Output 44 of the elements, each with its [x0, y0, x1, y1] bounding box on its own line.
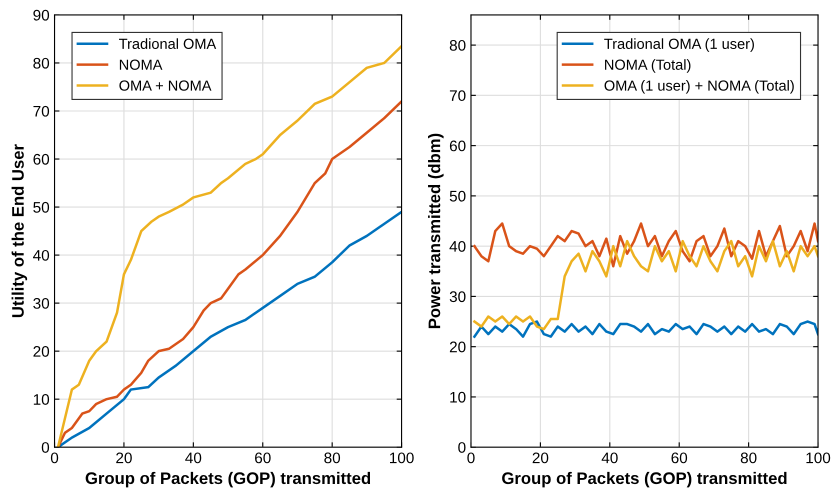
- line-series: [473, 222, 818, 268]
- line-series: [473, 240, 818, 330]
- x-tick-label: 40: [602, 452, 618, 464]
- y-tick-label: 50: [33, 202, 50, 213]
- legend-label: OMA + NOMA: [119, 80, 212, 91]
- legend-label: Tradional OMA (1 user): [604, 38, 754, 52]
- y-tick-label: 80: [33, 58, 50, 69]
- y-tick-label: 0: [458, 442, 466, 453]
- x-tick-label: 0: [50, 452, 58, 464]
- legend-label: NOMA (Total): [605, 59, 690, 73]
- y-tick-label: 20: [450, 342, 466, 352]
- y-tick-label: 10: [34, 394, 50, 405]
- y-tick-label: 70: [450, 90, 466, 102]
- y-tick-label: 90: [33, 10, 50, 21]
- y-tick-label: 10: [450, 392, 466, 403]
- y-tick-label: 40: [449, 241, 466, 252]
- y-tick-label: 30: [450, 291, 466, 302]
- x-tick-label: 80: [740, 452, 757, 464]
- x-tick-label: 80: [324, 452, 340, 464]
- legend-label: NOMA: [120, 60, 162, 70]
- y-axis-title: Power transmitted (dbm): [428, 134, 444, 328]
- x-axis-title: Group of Packets (GOP) transmitted: [502, 472, 786, 488]
- line-series: [473, 320, 818, 338]
- legend-label: Tradional OMA: [119, 38, 216, 49]
- x-tick-label: 100: [390, 452, 414, 464]
- legend-label: OMA (1 user) + NOMA (Total): [604, 80, 794, 94]
- y-axis-title: Utility of the End User: [12, 144, 28, 318]
- x-tick-label: 20: [116, 452, 132, 464]
- x-tick-label: 0: [467, 452, 475, 464]
- x-tick-label: 60: [671, 452, 688, 464]
- y-tick-label: 80: [450, 40, 466, 51]
- x-tick-label: 100: [806, 452, 830, 464]
- x-tick-label: 40: [185, 452, 202, 464]
- y-tick-label: 0: [42, 442, 50, 453]
- x-tick-label: 60: [255, 452, 271, 464]
- y-tick-label: 50: [450, 190, 466, 202]
- y-tick-label: 20: [33, 346, 50, 357]
- y-tick-label: 30: [33, 298, 50, 309]
- y-tick-label: 40: [33, 250, 50, 261]
- y-tick-label: 60: [450, 140, 466, 152]
- y-tick-label: 60: [33, 154, 50, 165]
- y-tick-label: 70: [33, 106, 50, 117]
- x-tick-label: 20: [532, 452, 548, 464]
- x-axis-title: Group of Packets (GOP) transmitted: [86, 472, 370, 488]
